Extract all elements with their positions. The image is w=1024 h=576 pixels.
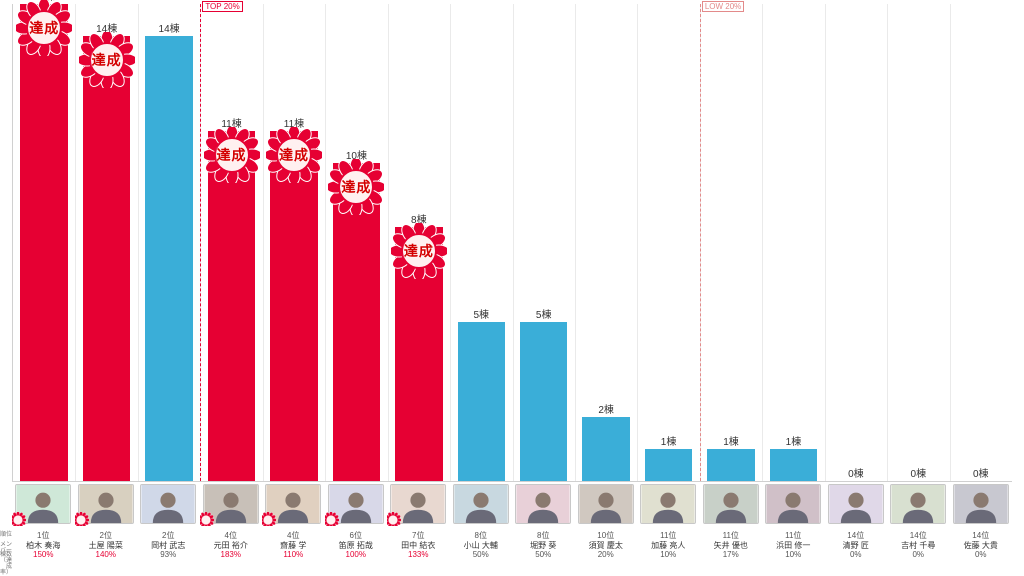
bar-slot: 5棟 bbox=[450, 4, 512, 481]
bar-slot: 5棟 bbox=[513, 4, 575, 481]
member-avatar bbox=[512, 484, 575, 526]
member-achievement-pct: 50% bbox=[450, 550, 513, 559]
achievement-badge: 達成 bbox=[79, 32, 135, 88]
member-avatar-row bbox=[12, 484, 1012, 526]
bar-value-label: 0棟 bbox=[832, 465, 879, 480]
member-avatar bbox=[700, 484, 763, 526]
member-avatar bbox=[637, 484, 700, 526]
bar-value-label: 2棟 bbox=[582, 401, 629, 416]
bar-slot: 14棟達成 bbox=[75, 4, 137, 481]
bar-value-label: 5棟 bbox=[458, 306, 505, 321]
bar-value-label: 1棟 bbox=[770, 433, 817, 448]
member-achievement-pct: 0% bbox=[825, 550, 888, 559]
member-achievement-pct: 50% bbox=[512, 550, 575, 559]
bar-value-label: 14棟 bbox=[145, 20, 192, 35]
member-avatar bbox=[950, 484, 1013, 526]
achievement-badge-mini bbox=[262, 512, 276, 526]
bar-slot: 11棟達成 bbox=[263, 4, 325, 481]
member-avatar bbox=[825, 484, 888, 526]
bar: 15棟達成 bbox=[20, 4, 67, 481]
bar-slot: 1棟 bbox=[762, 4, 824, 481]
member-avatar bbox=[450, 484, 513, 526]
bar-slot: 0棟 bbox=[887, 4, 949, 481]
achievement-badge: 達成 bbox=[16, 0, 72, 56]
bar-slot: 10棟達成 bbox=[325, 4, 387, 481]
bar-value-label: 1棟 bbox=[707, 433, 754, 448]
bar: 2棟 bbox=[582, 417, 629, 481]
achievement-badge: 達成 bbox=[391, 223, 447, 279]
achievement-badge-mini bbox=[325, 512, 339, 526]
bar: 1棟 bbox=[645, 449, 692, 481]
bar: 11棟達成 bbox=[270, 131, 317, 481]
member-avatar bbox=[200, 484, 263, 526]
member-avatar bbox=[12, 484, 75, 526]
member-achievement-pct: 20% bbox=[575, 550, 638, 559]
bar: 1棟 bbox=[707, 449, 754, 481]
bar: 11棟達成 bbox=[208, 131, 255, 481]
bar: 8棟達成 bbox=[395, 227, 442, 481]
achievement-badge-mini bbox=[387, 512, 401, 526]
bar-slot: 8棟達成 bbox=[388, 4, 450, 481]
bar-value-label: 0棟 bbox=[957, 465, 1004, 480]
bar-slot: 11棟達成 bbox=[200, 4, 262, 481]
bar: 14棟 bbox=[145, 36, 192, 481]
achievement-badge: 達成 bbox=[266, 127, 322, 183]
member-avatar bbox=[387, 484, 450, 526]
member-achievement-pct: 0% bbox=[950, 550, 1013, 559]
member-achievement-pct: 133% bbox=[387, 550, 450, 559]
member-achievement-pct: 150% bbox=[12, 550, 75, 559]
bar-slot: 14棟 bbox=[138, 4, 200, 481]
member-achievement-pct: 17% bbox=[700, 550, 763, 559]
achievement-badge: 達成 bbox=[204, 127, 260, 183]
member-avatar bbox=[75, 484, 138, 526]
bar-chart: TOP 20%LOW 20%15棟達成14棟達成14棟11棟達成11棟達成10棟… bbox=[12, 4, 1012, 482]
member-avatar bbox=[325, 484, 388, 526]
row-header-pct: 棟数（達成率） bbox=[0, 552, 12, 576]
member-achievement-pct: 100% bbox=[325, 550, 388, 559]
row-header-rank: 順位 bbox=[0, 532, 12, 538]
member-achievement-pct: 183% bbox=[200, 550, 263, 559]
achievement-badge-mini bbox=[75, 512, 89, 526]
member-pct-row: 150%140%93%183%110%100%133%50%50%20%10%1… bbox=[12, 550, 1012, 559]
member-achievement-pct: 110% bbox=[262, 550, 325, 559]
bar-slot: 1棟 bbox=[637, 4, 699, 481]
bar-slot: 2棟 bbox=[575, 4, 637, 481]
member-achievement-pct: 10% bbox=[637, 550, 700, 559]
bar-slot: 15棟達成 bbox=[13, 4, 75, 481]
member-avatar bbox=[262, 484, 325, 526]
bar-value-label: 1棟 bbox=[645, 433, 692, 448]
member-avatar bbox=[762, 484, 825, 526]
bar-value-label: 0棟 bbox=[895, 465, 942, 480]
member-achievement-pct: 10% bbox=[762, 550, 825, 559]
member-achievement-pct: 93% bbox=[137, 550, 200, 559]
bar-value-label: 5棟 bbox=[520, 306, 567, 321]
member-avatar bbox=[575, 484, 638, 526]
bar: 14棟達成 bbox=[83, 36, 130, 481]
bar: 10棟達成 bbox=[333, 163, 380, 481]
member-avatar bbox=[887, 484, 950, 526]
bar: 1棟 bbox=[770, 449, 817, 481]
member-achievement-pct: 140% bbox=[75, 550, 138, 559]
achievement-badge: 達成 bbox=[328, 159, 384, 215]
member-avatar bbox=[137, 484, 200, 526]
bar-slot: 1棟 bbox=[700, 4, 762, 481]
member-achievement-pct: 0% bbox=[887, 550, 950, 559]
bar-slot: 0棟 bbox=[950, 4, 1012, 481]
achievement-badge-mini bbox=[200, 512, 214, 526]
bar: 5棟 bbox=[458, 322, 505, 481]
achievement-badge-mini bbox=[12, 512, 26, 526]
bar: 5棟 bbox=[520, 322, 567, 481]
bar-slot: 0棟 bbox=[825, 4, 887, 481]
